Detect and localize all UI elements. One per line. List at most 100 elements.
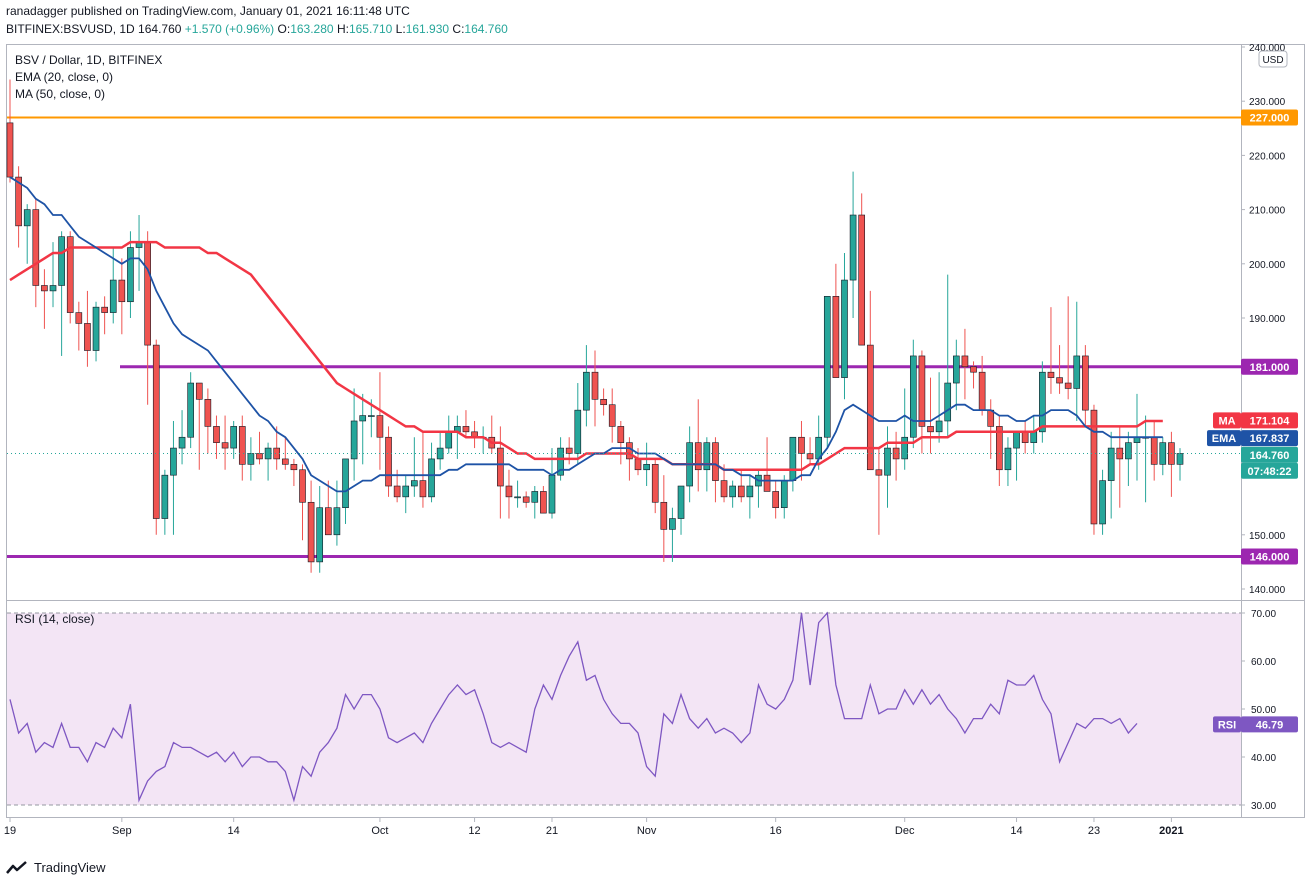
candle[interactable] — [462, 410, 470, 438]
candle[interactable] — [1150, 420, 1158, 481]
candle[interactable] — [15, 166, 22, 248]
candle[interactable] — [574, 383, 582, 465]
candle[interactable] — [540, 486, 547, 514]
candle[interactable] — [324, 480, 332, 536]
candle[interactable] — [299, 464, 306, 541]
candle[interactable] — [522, 491, 530, 508]
candle[interactable] — [884, 426, 891, 508]
candle[interactable] — [144, 231, 151, 405]
candle[interactable] — [204, 388, 212, 454]
candle[interactable] — [669, 507, 676, 562]
candle[interactable] — [1073, 301, 1081, 421]
candle[interactable] — [238, 415, 246, 481]
candle[interactable] — [411, 437, 418, 497]
candle[interactable] — [66, 231, 74, 324]
candle[interactable] — [281, 437, 289, 470]
candle[interactable] — [264, 442, 272, 481]
candle[interactable] — [1004, 437, 1012, 487]
candle[interactable] — [256, 431, 263, 465]
candle[interactable] — [1082, 345, 1089, 427]
candle[interactable] — [841, 252, 848, 400]
candle[interactable] — [626, 437, 633, 481]
candle[interactable] — [875, 448, 883, 535]
candle[interactable] — [1107, 431, 1115, 519]
candle[interactable] — [755, 469, 762, 508]
candle[interactable] — [1021, 420, 1029, 454]
candle[interactable] — [385, 426, 392, 497]
candle[interactable] — [1142, 415, 1149, 503]
candle[interactable] — [600, 388, 607, 416]
candle[interactable] — [135, 215, 143, 291]
currency-badge[interactable] — [1258, 50, 1288, 68]
candle[interactable] — [798, 420, 805, 481]
candle[interactable] — [152, 339, 160, 535]
candle[interactable] — [961, 328, 969, 400]
candle[interactable] — [488, 415, 496, 454]
candle[interactable] — [1159, 437, 1167, 476]
candle[interactable] — [996, 415, 1003, 487]
candle[interactable] — [187, 372, 194, 449]
candle[interactable] — [901, 388, 909, 470]
candle[interactable] — [376, 372, 384, 470]
candle[interactable] — [505, 469, 513, 519]
candle[interactable] — [454, 415, 461, 459]
candle[interactable] — [1176, 448, 1184, 481]
candle[interactable] — [729, 480, 736, 508]
candle[interactable] — [6, 79, 14, 183]
candle[interactable] — [772, 480, 779, 519]
candle[interactable] — [221, 415, 229, 470]
candle[interactable] — [75, 301, 83, 351]
candle[interactable] — [514, 480, 521, 508]
candle[interactable] — [213, 415, 220, 459]
candle[interactable] — [763, 437, 771, 492]
candle[interactable] — [970, 361, 977, 389]
candle[interactable] — [935, 372, 943, 443]
candle[interactable] — [230, 420, 237, 459]
candle[interactable] — [1030, 415, 1038, 454]
candle[interactable] — [1013, 431, 1020, 481]
candle[interactable] — [23, 204, 31, 264]
candle[interactable] — [195, 382, 203, 470]
candle[interactable] — [531, 486, 539, 519]
candle[interactable] — [170, 420, 177, 535]
candle[interactable] — [247, 437, 255, 481]
candle[interactable] — [307, 480, 315, 573]
candle[interactable] — [127, 231, 134, 318]
candle[interactable] — [1099, 469, 1106, 535]
candle[interactable] — [350, 388, 358, 481]
candle[interactable] — [32, 198, 40, 308]
candle[interactable] — [832, 263, 840, 378]
candle[interactable] — [101, 296, 108, 335]
candle[interactable] — [780, 475, 788, 519]
candle[interactable] — [944, 274, 952, 438]
candle[interactable] — [909, 339, 917, 449]
candle[interactable] — [471, 420, 478, 449]
candle[interactable] — [92, 301, 100, 362]
candle[interactable] — [789, 436, 797, 492]
candle[interactable] — [823, 296, 831, 449]
candle[interactable] — [402, 475, 410, 514]
candle[interactable] — [583, 345, 590, 427]
candle[interactable] — [643, 442, 650, 487]
candle[interactable] — [428, 442, 435, 503]
candle[interactable] — [660, 475, 668, 562]
candle[interactable] — [849, 171, 857, 318]
candle[interactable] — [84, 290, 91, 367]
candle[interactable] — [445, 415, 453, 454]
candle[interactable] — [41, 269, 48, 329]
candle[interactable] — [866, 290, 874, 471]
candle[interactable] — [161, 469, 169, 535]
candle[interactable] — [651, 458, 659, 514]
candle[interactable] — [109, 247, 117, 324]
candle[interactable] — [927, 377, 934, 454]
candle[interactable] — [591, 350, 599, 427]
candle[interactable] — [290, 458, 298, 487]
candle[interactable] — [178, 410, 186, 465]
candle[interactable] — [978, 355, 986, 416]
candle[interactable] — [565, 437, 573, 465]
candle[interactable] — [712, 437, 719, 503]
candle[interactable] — [617, 420, 625, 465]
candle[interactable] — [953, 339, 960, 411]
candle[interactable] — [1168, 431, 1175, 497]
